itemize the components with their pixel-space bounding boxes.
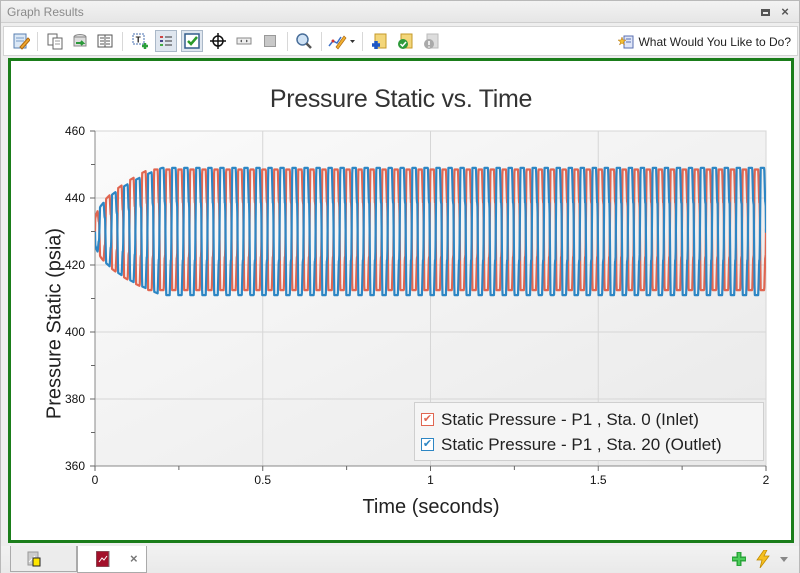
help-label: What Would You Like to Do? bbox=[638, 35, 791, 49]
line-style-icon bbox=[328, 35, 355, 50]
maximize-icon bbox=[760, 9, 770, 16]
text-add-icon: T bbox=[132, 33, 148, 49]
svg-text:1: 1 bbox=[427, 473, 434, 487]
copy-icon bbox=[47, 33, 63, 50]
x-axis-label: Time (seconds) bbox=[362, 496, 500, 518]
svg-text:0.5: 0.5 bbox=[254, 473, 271, 487]
zoom-button[interactable] bbox=[293, 30, 315, 52]
info-disabled-button bbox=[420, 30, 442, 52]
svg-text:0: 0 bbox=[92, 473, 99, 487]
workspace-tab[interactable] bbox=[10, 546, 77, 572]
svg-text:T: T bbox=[136, 36, 142, 46]
legend-item-outlet[interactable]: ✔ Static Pressure - P1 , Sta. 20 (Outlet… bbox=[421, 432, 763, 457]
toolbar: T bbox=[3, 26, 798, 56]
close-button[interactable]: × bbox=[781, 4, 789, 19]
what-would-you-like-to-do-button[interactable]: What Would You Like to Do? bbox=[618, 31, 791, 53]
graph-results-tab[interactable]: × bbox=[77, 546, 147, 573]
title-bar: Graph Results × bbox=[1, 1, 799, 23]
svg-text:1.5: 1.5 bbox=[590, 473, 607, 487]
table-icon bbox=[97, 34, 113, 48]
window-title: Graph Results bbox=[7, 5, 84, 19]
data-table-button[interactable] bbox=[94, 30, 116, 52]
legend-label-outlet: Static Pressure - P1 , Sta. 20 (Outlet) bbox=[441, 434, 722, 454]
magnifier-icon bbox=[296, 33, 312, 49]
add-annotation-button[interactable]: T bbox=[129, 30, 151, 52]
lightning-icon[interactable] bbox=[755, 550, 771, 568]
copy-button[interactable] bbox=[44, 30, 66, 52]
add-to-favorites-button[interactable] bbox=[368, 30, 390, 52]
maximize-button[interactable] bbox=[757, 4, 773, 20]
svg-text:420: 420 bbox=[65, 258, 85, 272]
chart-frame: Pressure Static vs. Time Pressure Static… bbox=[8, 58, 794, 543]
graph-icon bbox=[96, 551, 110, 567]
legend: ✔ Static Pressure - P1 , Sta. 0 (Inlet) … bbox=[414, 402, 764, 461]
legend-toggle-button[interactable] bbox=[155, 30, 177, 52]
export-button[interactable] bbox=[69, 30, 91, 52]
info-disabled-icon bbox=[424, 33, 439, 49]
svg-text:460: 460 bbox=[65, 124, 85, 138]
plus-icon[interactable] bbox=[731, 551, 747, 567]
series-line bbox=[95, 166, 766, 297]
legend-checkbox-inlet[interactable]: ✔ bbox=[421, 413, 434, 426]
show-checkboxes-button[interactable] bbox=[181, 30, 203, 52]
svg-text:360: 360 bbox=[65, 459, 85, 473]
crosshair-button[interactable] bbox=[207, 30, 229, 52]
favorites-check-button[interactable] bbox=[394, 30, 416, 52]
scrollbar-icon bbox=[236, 37, 252, 45]
line-style-button[interactable] bbox=[327, 30, 357, 52]
chart-title: Pressure Static vs. Time bbox=[269, 85, 533, 113]
legend-item-inlet[interactable]: ✔ Static Pressure - P1 , Sta. 0 (Inlet) bbox=[421, 407, 763, 432]
legend-checkbox-outlet[interactable]: ✔ bbox=[421, 438, 434, 451]
plot-area[interactable]: 360 380 400 420 440 460 0 0.5 1 1.5 2 bbox=[11, 61, 791, 540]
checkbox-icon bbox=[184, 33, 200, 49]
stop-button[interactable] bbox=[259, 30, 281, 52]
bottom-tab-bar: × bbox=[1, 546, 799, 573]
svg-text:380: 380 bbox=[65, 392, 85, 406]
square-icon bbox=[264, 35, 276, 47]
folder-add-icon bbox=[372, 33, 387, 49]
edit-graph-button[interactable] bbox=[10, 30, 32, 52]
close-tab-button[interactable]: × bbox=[130, 551, 138, 566]
pencil-notepad-icon bbox=[13, 33, 30, 50]
svg-text:440: 440 bbox=[65, 191, 85, 205]
workspace-icon bbox=[27, 551, 41, 566]
wizard-icon bbox=[618, 35, 634, 49]
scroll-bar-button[interactable] bbox=[233, 30, 255, 52]
svg-text:2: 2 bbox=[763, 473, 770, 487]
folder-check-icon bbox=[398, 33, 413, 49]
export-icon bbox=[73, 34, 87, 47]
svg-text:400: 400 bbox=[65, 325, 85, 339]
dropdown-arrow-icon[interactable] bbox=[779, 554, 789, 564]
legend-label-inlet: Static Pressure - P1 , Sta. 0 (Inlet) bbox=[441, 409, 699, 429]
legend-icon bbox=[160, 36, 172, 46]
crosshair-icon bbox=[210, 33, 226, 49]
